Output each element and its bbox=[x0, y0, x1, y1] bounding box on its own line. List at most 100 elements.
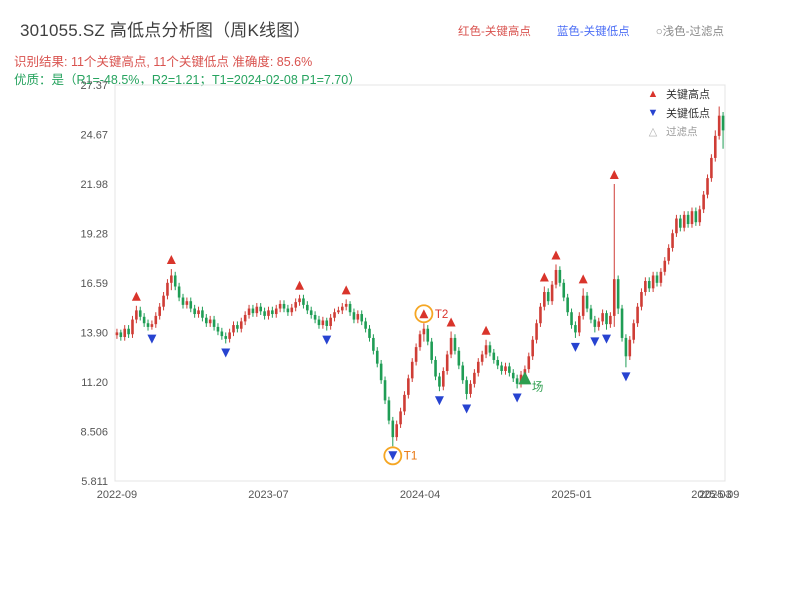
candle-body bbox=[465, 380, 468, 394]
candle-body bbox=[609, 315, 612, 325]
marker-annotation: T1 bbox=[404, 450, 417, 462]
candle-body bbox=[558, 269, 562, 283]
candle-body bbox=[442, 370, 445, 387]
candle-body bbox=[589, 308, 593, 320]
chart-legend-key-low: ▼ 关键低点 bbox=[646, 103, 710, 122]
candle-body bbox=[407, 378, 410, 395]
x-axis-tick-label: 2025-01 bbox=[551, 489, 591, 501]
candle-body bbox=[500, 365, 503, 371]
candle-body bbox=[636, 306, 639, 324]
candle-body bbox=[352, 312, 356, 320]
candle-body bbox=[329, 317, 332, 326]
candle-body bbox=[577, 315, 581, 333]
candle-body bbox=[364, 321, 367, 329]
chart-legend-key-low-label: 关键低点 bbox=[666, 107, 710, 120]
candle-body bbox=[278, 303, 282, 309]
key-high-marker bbox=[578, 274, 588, 284]
candle-body bbox=[550, 284, 554, 302]
top-legend: 红色-关键高点 蓝色-关键低点 ○浅色-过滤点 bbox=[458, 23, 724, 39]
candle-body bbox=[216, 326, 220, 332]
candle-body bbox=[628, 339, 632, 357]
candle-body bbox=[123, 328, 127, 338]
candle-body bbox=[348, 303, 352, 313]
key-low-marker bbox=[621, 372, 631, 382]
x-axis-tick-label: 2022-09 bbox=[97, 489, 137, 501]
candle-body bbox=[511, 372, 515, 379]
candle-body bbox=[449, 337, 453, 355]
candle-body bbox=[721, 115, 725, 131]
chart-legend-filter-label: 过滤点 bbox=[666, 126, 698, 138]
candle-body bbox=[135, 310, 138, 320]
candle-body bbox=[717, 115, 721, 136]
highlight-circle bbox=[414, 304, 434, 324]
candle-body bbox=[706, 178, 709, 195]
marker-annotation: T2 bbox=[435, 309, 448, 321]
candle-body bbox=[593, 319, 597, 327]
candle-body bbox=[340, 306, 344, 311]
candle-body bbox=[368, 328, 371, 338]
candle-body bbox=[702, 194, 705, 210]
candle-body bbox=[387, 400, 391, 421]
candle-body bbox=[302, 298, 305, 305]
key-high-marker bbox=[539, 272, 549, 282]
key-high-marker bbox=[295, 280, 305, 290]
key-low-marker bbox=[434, 396, 444, 406]
candle-body bbox=[282, 303, 286, 309]
candle-body bbox=[682, 214, 686, 228]
candle-body bbox=[309, 310, 313, 315]
y-axis-tick-label: 24.67 bbox=[80, 130, 108, 142]
key-low-marker bbox=[462, 404, 472, 414]
key-low-marker bbox=[512, 393, 522, 403]
candle-body bbox=[690, 211, 694, 225]
candle-body bbox=[410, 361, 414, 379]
key-low-marker bbox=[590, 337, 600, 347]
chart-legend-key-high-label: 关键高点 bbox=[666, 88, 710, 101]
x-axis-tick-label: 2025-09 bbox=[699, 489, 739, 501]
candle-body bbox=[469, 383, 472, 394]
page-title: 301055.SZ 高低点分析图（周K线图） bbox=[20, 21, 311, 40]
candle-body bbox=[286, 308, 290, 313]
candle-body bbox=[535, 323, 538, 340]
candle-body bbox=[166, 282, 169, 296]
candle-body bbox=[504, 366, 507, 371]
plot-border bbox=[114, 84, 726, 482]
candle-body bbox=[430, 341, 433, 360]
candle-body bbox=[605, 313, 608, 325]
legend-key-low-label: 蓝色-关键低点 bbox=[556, 26, 630, 38]
candle-body bbox=[624, 337, 628, 357]
key-high-marker bbox=[609, 170, 619, 180]
candle-body bbox=[710, 157, 713, 179]
y-axis-tick-label: 8.506 bbox=[80, 426, 108, 438]
candle-body bbox=[574, 325, 577, 333]
y-axis-tick-label: 16.59 bbox=[80, 278, 108, 290]
candle-body bbox=[644, 280, 647, 293]
candle-body bbox=[457, 350, 461, 366]
candle-body bbox=[220, 331, 224, 337]
candle-body bbox=[337, 310, 340, 313]
candle-body bbox=[698, 209, 702, 223]
quality-result-text: 优质：是（R1=-48.5%，R2=1.21；T1=2024-02-08 P1=… bbox=[14, 73, 361, 87]
candle-body bbox=[232, 325, 235, 333]
candle-body bbox=[601, 313, 604, 322]
candle-body bbox=[659, 271, 663, 283]
candle-body bbox=[193, 308, 196, 315]
down-triangle-icon: ▼ bbox=[647, 106, 659, 119]
candle-body bbox=[197, 310, 200, 315]
x-axis-tick-label: 2025-03 bbox=[691, 489, 731, 501]
highlight-circle bbox=[383, 446, 403, 466]
hollow-triangle-icon: △ bbox=[648, 126, 658, 138]
candle-body bbox=[298, 298, 301, 303]
candle-body bbox=[274, 308, 278, 315]
key-high-marker bbox=[166, 255, 176, 265]
candle-body bbox=[115, 332, 119, 336]
candle-body bbox=[205, 317, 208, 324]
candle-body bbox=[414, 347, 418, 362]
candle-body bbox=[713, 135, 717, 158]
candle-body bbox=[570, 312, 573, 326]
legend-key-high-label: 红色-关键高点 bbox=[458, 26, 531, 38]
candle-body bbox=[294, 302, 297, 308]
candle-body bbox=[395, 424, 398, 438]
y-axis-tick-label: 11.20 bbox=[81, 377, 108, 389]
candle-body bbox=[267, 310, 270, 316]
